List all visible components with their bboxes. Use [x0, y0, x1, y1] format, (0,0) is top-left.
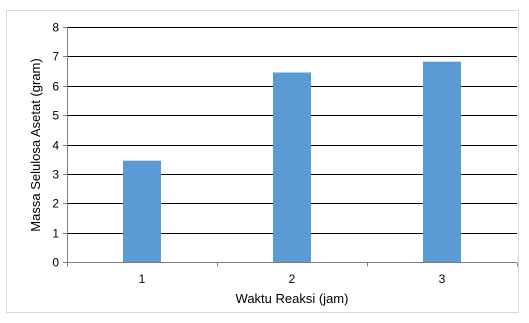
y-tick-label: 4	[52, 139, 59, 153]
y-tick-label: 7	[52, 50, 59, 64]
bars	[123, 61, 461, 263]
bar-1	[123, 160, 161, 262]
y-tick-label: 6	[52, 80, 59, 94]
y-tick-label: 8	[52, 21, 59, 35]
x-tick-label: 3	[439, 272, 446, 286]
x-tick-label: 1	[139, 272, 146, 286]
x-axis-title: Waktu Reaksi (jam)	[236, 291, 349, 306]
y-axis-title: Massa Selulosa Asetat (gram)	[28, 58, 43, 231]
y-tick-label: 2	[52, 197, 59, 211]
y-tick-label: 1	[52, 227, 59, 241]
bar-2	[273, 72, 311, 262]
y-tick-label: 5	[52, 109, 59, 123]
x-tick-labels: 1 2 3	[139, 272, 446, 286]
y-tick-label: 3	[52, 168, 59, 182]
x-tick-label: 2	[289, 272, 296, 286]
y-tick-label: 0	[52, 256, 59, 270]
y-tick-labels: 0 1 2 3 4 5 6 7 8	[52, 21, 59, 270]
bar-3	[423, 61, 461, 263]
axes	[63, 27, 518, 267]
